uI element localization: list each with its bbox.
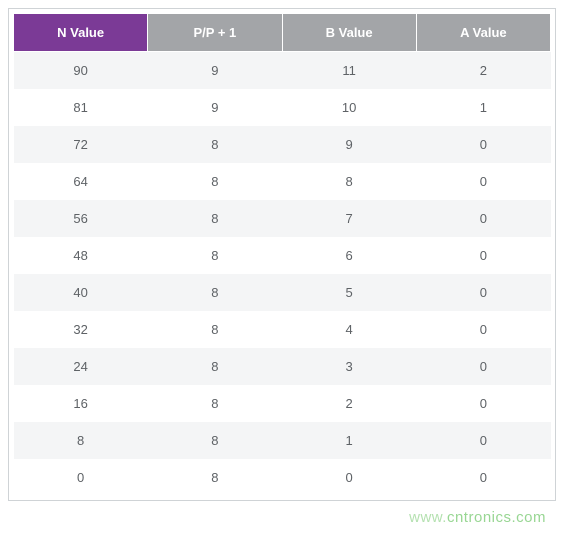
cell-pp1: 8 (148, 200, 282, 237)
cell-n-value: 90 (14, 52, 148, 90)
cell-a-value: 0 (416, 200, 550, 237)
cell-a-value: 0 (416, 422, 550, 459)
cell-b-value: 0 (282, 459, 416, 496)
table-body: 90 9 11 2 81 9 10 1 72 8 9 0 64 8 8 0 (14, 52, 551, 497)
table-row: 90 9 11 2 (14, 52, 551, 90)
cell-b-value: 7 (282, 200, 416, 237)
cell-a-value: 0 (416, 348, 550, 385)
cell-pp1: 8 (148, 422, 282, 459)
cell-n-value: 48 (14, 237, 148, 274)
cell-a-value: 0 (416, 274, 550, 311)
cell-b-value: 6 (282, 237, 416, 274)
table-row: 24 8 3 0 (14, 348, 551, 385)
cell-pp1: 8 (148, 311, 282, 348)
table-row: 56 8 7 0 (14, 200, 551, 237)
values-table: N Value P/P + 1 B Value A Value 90 9 11 … (13, 13, 551, 496)
cell-pp1: 8 (148, 274, 282, 311)
table-header-row: N Value P/P + 1 B Value A Value (14, 14, 551, 52)
cell-b-value: 9 (282, 126, 416, 163)
cell-a-value: 2 (416, 52, 550, 90)
cell-n-value: 16 (14, 385, 148, 422)
cell-n-value: 81 (14, 89, 148, 126)
cell-n-value: 24 (14, 348, 148, 385)
watermark-prefix: www. (409, 509, 447, 526)
cell-b-value: 2 (282, 385, 416, 422)
table-row: 40 8 5 0 (14, 274, 551, 311)
cell-b-value: 8 (282, 163, 416, 200)
cell-n-value: 0 (14, 459, 148, 496)
col-header-b-value: B Value (282, 14, 416, 52)
cell-pp1: 8 (148, 126, 282, 163)
cell-b-value: 10 (282, 89, 416, 126)
table-row: 48 8 6 0 (14, 237, 551, 274)
cell-pp1: 8 (148, 348, 282, 385)
col-header-pp1: P/P + 1 (148, 14, 282, 52)
table-row: 64 8 8 0 (14, 163, 551, 200)
cell-a-value: 0 (416, 237, 550, 274)
cell-a-value: 0 (416, 385, 550, 422)
cell-a-value: 0 (416, 311, 550, 348)
col-header-a-value: A Value (416, 14, 550, 52)
cell-b-value: 11 (282, 52, 416, 90)
cell-n-value: 8 (14, 422, 148, 459)
table-row: 0 8 0 0 (14, 459, 551, 496)
cell-n-value: 40 (14, 274, 148, 311)
table-container: N Value P/P + 1 B Value A Value 90 9 11 … (8, 8, 556, 501)
cell-b-value: 5 (282, 274, 416, 311)
watermark-main: cntronics.com (447, 509, 546, 526)
cell-a-value: 0 (416, 163, 550, 200)
table-row: 16 8 2 0 (14, 385, 551, 422)
cell-b-value: 1 (282, 422, 416, 459)
watermark: www.cntronics.com (409, 509, 546, 526)
cell-pp1: 8 (148, 237, 282, 274)
cell-n-value: 64 (14, 163, 148, 200)
cell-pp1: 8 (148, 163, 282, 200)
cell-pp1: 9 (148, 89, 282, 126)
table-row: 81 9 10 1 (14, 89, 551, 126)
cell-a-value: 1 (416, 89, 550, 126)
cell-b-value: 4 (282, 311, 416, 348)
cell-b-value: 3 (282, 348, 416, 385)
cell-a-value: 0 (416, 459, 550, 496)
cell-n-value: 32 (14, 311, 148, 348)
cell-pp1: 8 (148, 385, 282, 422)
cell-n-value: 72 (14, 126, 148, 163)
table-row: 32 8 4 0 (14, 311, 551, 348)
col-header-n-value: N Value (14, 14, 148, 52)
table-row: 8 8 1 0 (14, 422, 551, 459)
cell-n-value: 56 (14, 200, 148, 237)
cell-pp1: 8 (148, 459, 282, 496)
cell-pp1: 9 (148, 52, 282, 90)
table-row: 72 8 9 0 (14, 126, 551, 163)
cell-a-value: 0 (416, 126, 550, 163)
